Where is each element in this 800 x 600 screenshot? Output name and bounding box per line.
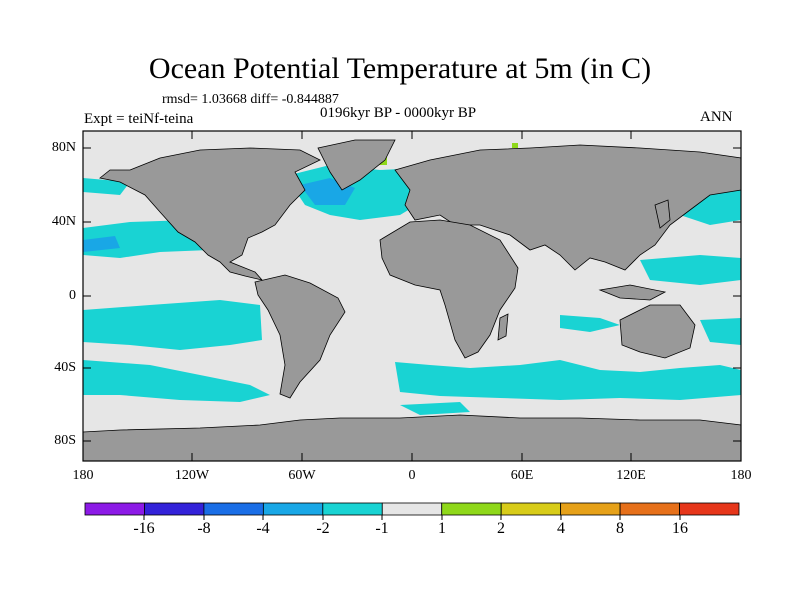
map-title: Ocean Potential Temperature at 5m (in C) (148, 52, 652, 85)
lat-label-40n: 40N (51, 214, 76, 229)
stats-text: rmsd= 1.03668 diff= -0.844887 (162, 92, 339, 107)
colorbar-label: 4 (557, 520, 565, 537)
lon-label-120w: 120W (174, 468, 210, 483)
lon-label-120e: 120E (616, 468, 646, 483)
colorbar-label: -16 (133, 520, 155, 537)
colorbar-label: 16 (672, 520, 688, 537)
lon-label-180w: 180 (72, 468, 94, 483)
colorbar-label: 1 (438, 520, 446, 537)
lon-label-60w: 60W (288, 468, 316, 483)
australia (619, 304, 696, 359)
colorbar-swatch (322, 502, 383, 516)
colorbar-label: 8 (616, 520, 624, 537)
colorbar-label: -4 (256, 520, 270, 537)
greenland (317, 139, 396, 191)
colorbar-swatch (619, 502, 680, 516)
period-label: 0196kyr BP - 0000kyr BP (320, 105, 477, 121)
colorbar-swatch (500, 502, 562, 516)
indonesia (598, 284, 667, 301)
colorbar-swatch (262, 502, 324, 516)
japan (654, 199, 671, 229)
south-america (254, 274, 346, 399)
lon-ticks (191, 131, 632, 461)
colorbar-swatch (560, 502, 621, 516)
lat-label-40s: 40S (54, 360, 76, 375)
colorbar-label: -1 (375, 520, 389, 537)
lon-label-0: 0 (408, 468, 416, 483)
colorbar-swatch (441, 502, 502, 516)
colorbar-swatch (679, 502, 740, 516)
colorbar-swatch (203, 502, 264, 516)
north-america (99, 147, 321, 281)
lon-label-60e: 60E (510, 468, 534, 483)
colorbar-swatch (381, 502, 443, 516)
colorbar-swatch (144, 502, 205, 516)
lon-label-180e: 180 (730, 468, 752, 483)
land-masses (82, 139, 742, 462)
lat-label-80n: 80N (51, 140, 76, 155)
experiment-label: Expt = teiNf-teina (84, 111, 194, 127)
africa (379, 219, 519, 359)
colorbar-label: -2 (316, 520, 330, 537)
lat-ticks (83, 147, 741, 442)
madagascar (497, 313, 509, 341)
lat-label-0: 0 (69, 288, 76, 303)
season-label: ANN (700, 109, 733, 125)
colorbar-label: -8 (197, 520, 211, 537)
colorbar-ticks (143, 515, 681, 520)
lat-label-80s: 80S (54, 433, 76, 448)
colorbar (84, 502, 740, 516)
colorbar-swatch (84, 502, 145, 516)
colorbar-label: 2 (497, 520, 505, 537)
